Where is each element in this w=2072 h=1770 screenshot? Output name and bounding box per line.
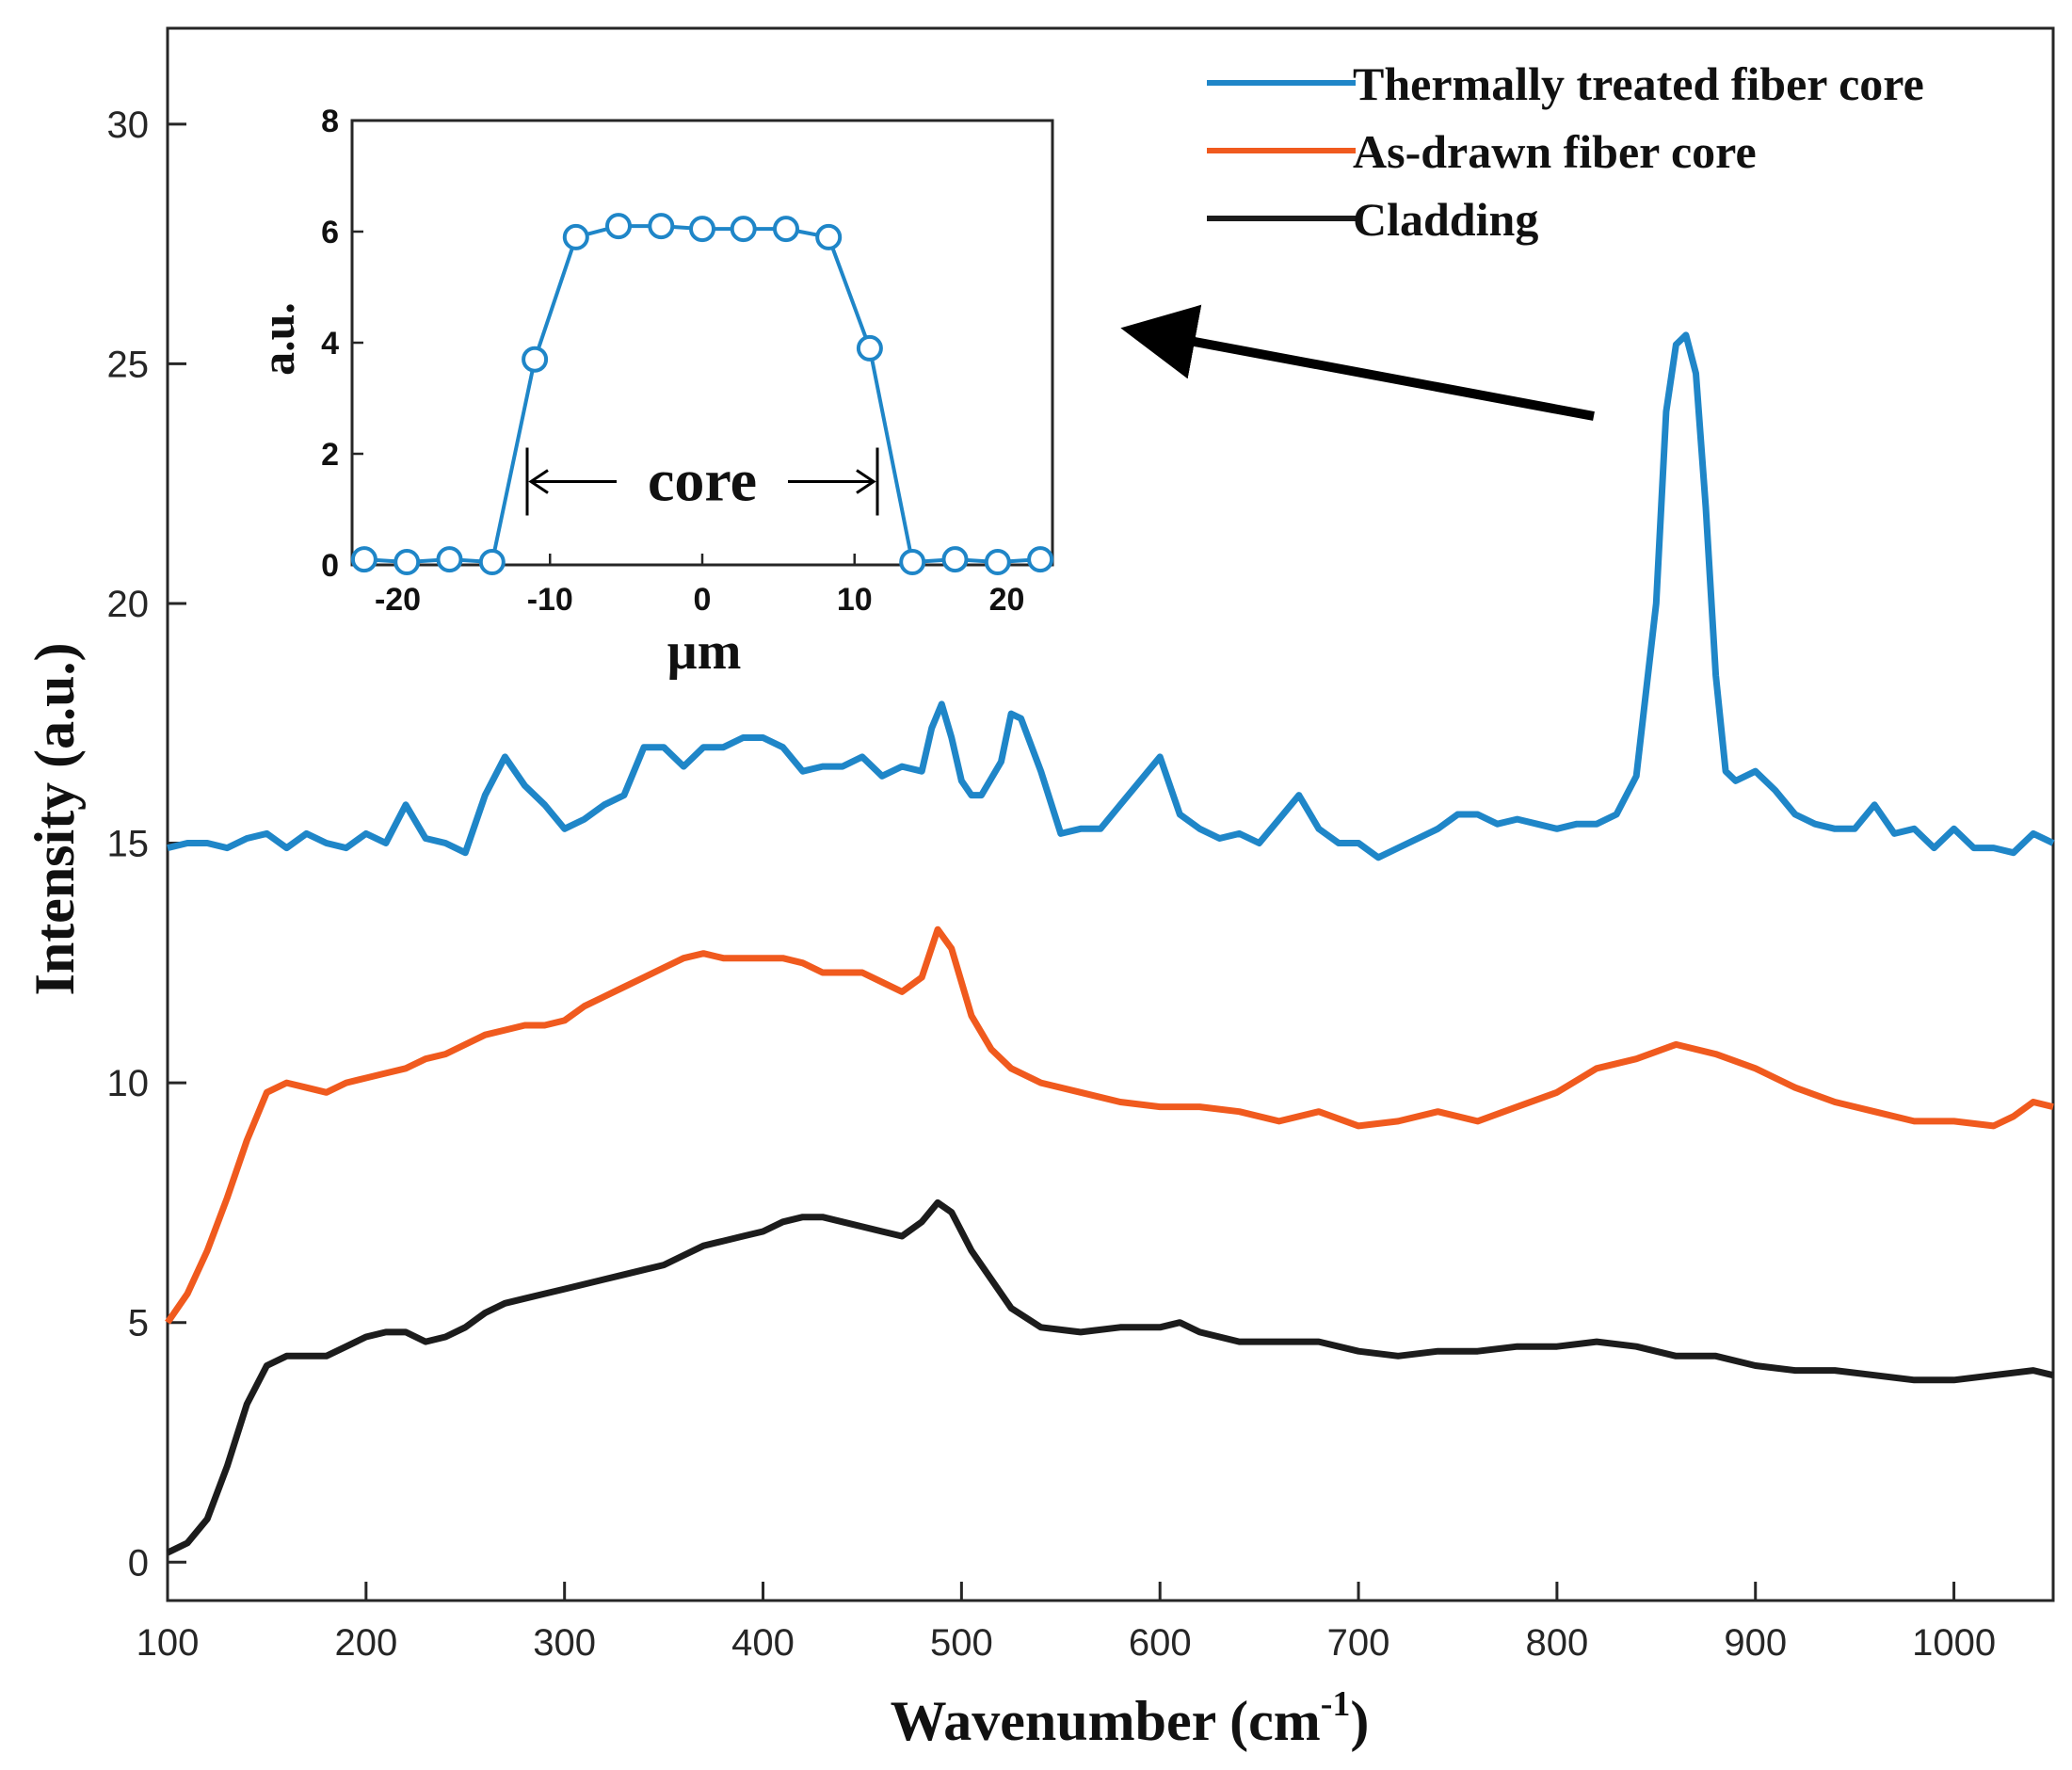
y-tick-label: 5	[128, 1303, 149, 1344]
inset-x-tick-label: 0	[694, 582, 712, 618]
x-tick-label: 200	[334, 1622, 397, 1664]
core-span-right-arrowhead	[856, 469, 876, 494]
annotation-arrow	[1120, 304, 1595, 421]
inset-y-ticks: 0 2 4 6 8	[321, 104, 363, 584]
inset-data-point	[856, 334, 883, 362]
inset-data-point	[394, 549, 421, 575]
x-tick-label: 1000	[1912, 1622, 1996, 1664]
inset-series-group	[350, 213, 1054, 575]
x-tick-label: 900	[1724, 1622, 1787, 1664]
inset-x-tick-label: 10	[837, 582, 873, 618]
y-tick-label: 15	[107, 824, 150, 865]
x-tick-label: 800	[1526, 1622, 1589, 1664]
inset-plot-area	[350, 119, 1054, 567]
series-line-asdrawn	[165, 925, 2054, 1325]
inset-x-tick-label: -10	[527, 582, 573, 618]
inset-data-point	[350, 546, 377, 573]
inset-y-tick-label: 8	[321, 104, 339, 139]
inset-data-point	[648, 213, 675, 240]
y-tick-label: 25	[107, 344, 150, 385]
y-tick-label: 10	[107, 1063, 150, 1104]
x-tick-label: 500	[930, 1622, 993, 1664]
x-axis-title: Wavenumber (cm-1)	[891, 1684, 1370, 1752]
inset-data-point	[984, 549, 1011, 575]
inset-data-point	[730, 216, 757, 243]
inset-data-point	[941, 546, 969, 573]
legend-label-cladding: Cladding	[1353, 193, 1538, 246]
core-label: core	[648, 447, 757, 514]
x-tick-label: 100	[137, 1622, 200, 1664]
legend-label-thermal: Thermally treated fiber core	[1353, 57, 1924, 110]
core-span-left-arrowhead	[528, 469, 549, 494]
inset-data-point	[1027, 546, 1054, 573]
series-line-cladding	[166, 1199, 2054, 1556]
inset-x-tick-label: -20	[375, 582, 421, 618]
inset-data-point	[478, 549, 506, 575]
inset-y-tick-label: 6	[321, 215, 339, 250]
inset-y-axis-title: a.u.	[251, 302, 304, 376]
x-axis-title-close: )	[1350, 1690, 1369, 1752]
x-tick-label: 400	[731, 1622, 795, 1664]
legend: Thermally treated fiber core As-drawn fi…	[1207, 57, 1924, 246]
inset-x-tick-label: 20	[989, 582, 1025, 618]
series-line-thermal	[167, 331, 2055, 861]
inset-data-point	[605, 213, 632, 240]
y-tick-label: 30	[107, 105, 150, 146]
x-tick-label: 700	[1327, 1622, 1390, 1664]
inset-x-ticks: -20 -10 0 10 20	[375, 554, 1024, 618]
core-span-annotation: core	[525, 447, 879, 516]
inset-y-tick-label: 2	[321, 437, 339, 473]
legend-label-asdrawn: As-drawn fiber core	[1353, 125, 1757, 178]
x-tick-label: 600	[1129, 1622, 1192, 1664]
inset-y-tick-label: 4	[321, 326, 339, 362]
y-tick-label: 20	[107, 584, 150, 625]
x-tick-label: 300	[533, 1622, 596, 1664]
inset-data-point	[815, 223, 843, 250]
inset-data-point	[773, 216, 799, 243]
x-axis-title-main: Wavenumber (cm	[891, 1690, 1321, 1752]
inset-data-point	[689, 216, 715, 243]
inset-data-point	[562, 223, 589, 250]
inset-chart: 0 2 4 6 8 -20 -10 0 10 20 a.u. µm core	[251, 104, 1054, 681]
inset-y-tick-label: 0	[321, 548, 339, 584]
main-x-ticks: 100 200 300 400 500 600 700 800 900 1000	[137, 1582, 1996, 1664]
x-axis-title-superscript: -1	[1321, 1684, 1351, 1724]
inset-data-point	[436, 546, 463, 573]
y-axis-title: Intensity (a.u.)	[24, 642, 86, 995]
inset-data-point	[522, 346, 549, 373]
main-series-group	[165, 331, 2055, 1556]
main-y-ticks: 0 5 10 15 20 25 30	[107, 105, 186, 1584]
inset-x-axis-title: µm	[667, 622, 742, 681]
inset-data-point	[899, 549, 926, 575]
y-tick-label: 0	[128, 1542, 149, 1584]
